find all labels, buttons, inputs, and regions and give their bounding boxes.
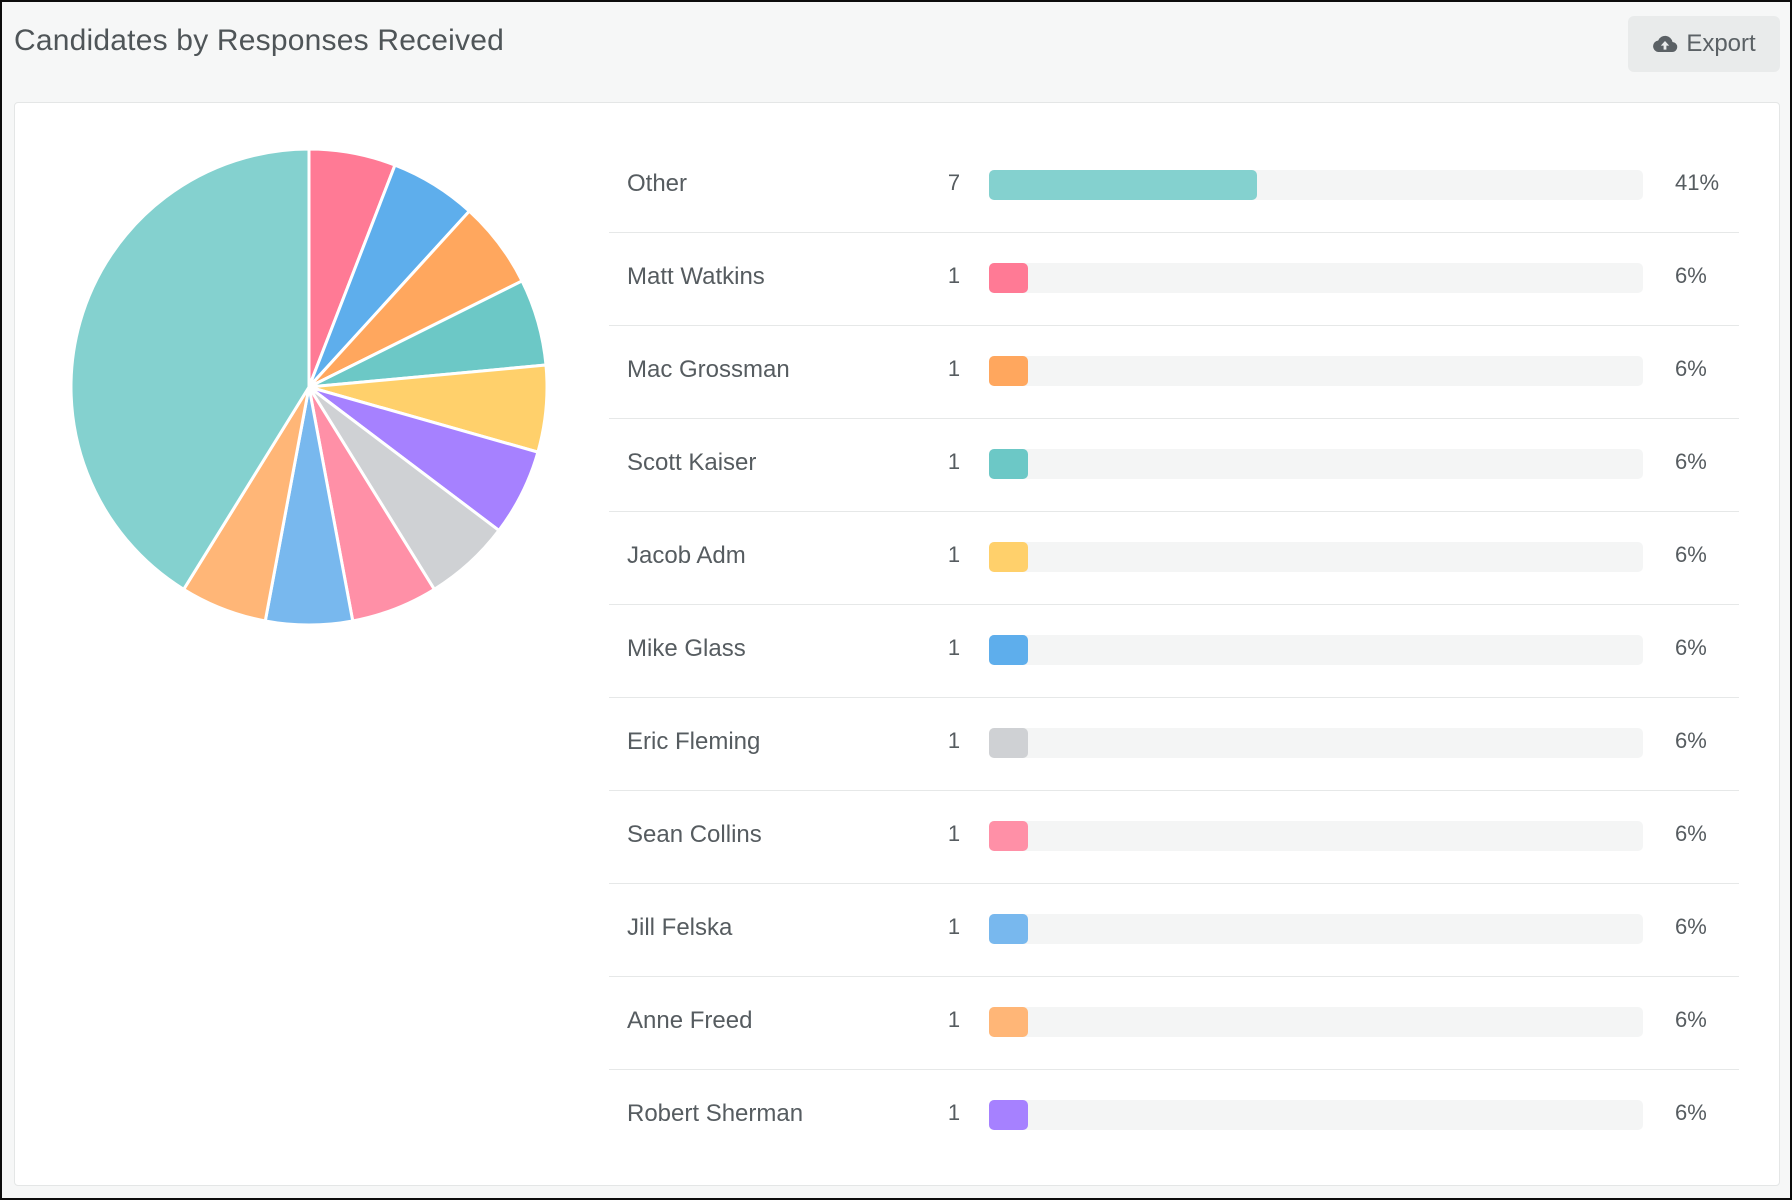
widget-header: Candidates by Responses Received Export (2, 2, 1790, 98)
row-percent: 6% (1675, 356, 1707, 381)
legend-table: Other 7 41% Matt Watkins 1 6% Mac Grossman 1 6% S… (609, 140, 1739, 1162)
bar-robert-sherman (989, 1100, 1029, 1130)
export-label: Export (1686, 30, 1756, 57)
row-percent: 6% (1675, 914, 1707, 939)
bar-track (989, 542, 1643, 572)
row-label-matt-watkins: Matt Watkins (627, 263, 765, 290)
bar-track (989, 1100, 1643, 1130)
row-percent: 6% (1675, 263, 1707, 288)
bar-jacob-adm (989, 542, 1029, 572)
bar-track (989, 635, 1643, 665)
row-percent: 6% (1675, 635, 1707, 660)
table-row[interactable]: Scott Kaiser 1 6% (609, 419, 1739, 512)
cloud-upload-icon (1652, 34, 1678, 54)
row-count: 1 (947, 914, 961, 939)
bar-jill-felska (989, 914, 1029, 944)
pie-svg (69, 147, 549, 627)
row-percent: 6% (1675, 821, 1707, 846)
bar-scott-kaiser (989, 449, 1029, 479)
chart-card: Other 7 41% Matt Watkins 1 6% Mac Grossman 1 6% S… (14, 102, 1780, 1186)
row-count: 1 (947, 1007, 961, 1032)
bar-other (989, 170, 1258, 200)
bar-mike-glass (989, 635, 1029, 665)
row-label-eric-fleming: Eric Fleming (627, 728, 761, 755)
row-count: 1 (947, 542, 961, 567)
bar-sean-collins (989, 821, 1029, 851)
row-percent: 6% (1675, 728, 1707, 753)
row-count: 7 (947, 170, 961, 195)
row-count: 1 (947, 728, 961, 753)
bar-track (989, 449, 1643, 479)
row-count: 1 (947, 821, 961, 846)
table-row[interactable]: Sean Collins 1 6% (609, 791, 1739, 884)
bar-mac-grossman (989, 356, 1029, 386)
row-label-scott-kaiser: Scott Kaiser (627, 449, 757, 476)
row-label-other: Other (627, 170, 688, 197)
table-row[interactable]: Mac Grossman 1 6% (609, 326, 1739, 419)
row-label-anne-freed: Anne Freed (627, 1007, 753, 1034)
row-count: 1 (947, 449, 961, 474)
bar-matt-watkins (989, 263, 1029, 293)
table-row[interactable]: Robert Sherman 1 6% (609, 1070, 1739, 1162)
table-row[interactable]: Jill Felska 1 6% (609, 884, 1739, 977)
table-row[interactable]: Mike Glass 1 6% (609, 605, 1739, 698)
row-count: 1 (947, 356, 961, 381)
row-percent: 6% (1675, 1007, 1707, 1032)
row-percent: 6% (1675, 449, 1707, 474)
row-percent: 41% (1675, 170, 1720, 195)
bar-track (989, 170, 1643, 200)
table-row[interactable]: Other 7 41% (609, 140, 1739, 233)
row-label-jacob-adm: Jacob Adm (627, 542, 746, 569)
pie-chart (55, 133, 555, 633)
pie-slice-other[interactable] (69, 147, 311, 591)
row-percent: 6% (1675, 1100, 1707, 1125)
bar-track (989, 356, 1643, 386)
row-count: 1 (947, 635, 961, 660)
row-label-robert-sherman: Robert Sherman (627, 1100, 804, 1127)
bar-track (989, 821, 1643, 851)
bar-anne-freed (989, 1007, 1029, 1037)
bar-track (989, 1007, 1643, 1037)
row-count: 1 (947, 1100, 961, 1125)
row-label-mike-glass: Mike Glass (627, 635, 746, 662)
table-row[interactable]: Eric Fleming 1 6% (609, 698, 1739, 791)
bar-eric-fleming (989, 728, 1029, 758)
row-percent: 6% (1675, 542, 1707, 567)
row-count: 1 (947, 263, 961, 288)
row-label-sean-collins: Sean Collins (627, 821, 762, 848)
bar-track (989, 728, 1643, 758)
table-row[interactable]: Jacob Adm 1 6% (609, 512, 1739, 605)
widget-title: Candidates by Responses Received (14, 24, 505, 57)
export-button[interactable]: Export (1628, 16, 1780, 72)
row-label-jill-felska: Jill Felska (627, 914, 733, 941)
row-label-mac-grossman: Mac Grossman (627, 356, 790, 383)
table-row[interactable]: Matt Watkins 1 6% (609, 233, 1739, 326)
table-row[interactable]: Anne Freed 1 6% (609, 977, 1739, 1070)
bar-track (989, 914, 1643, 944)
bar-track (989, 263, 1643, 293)
